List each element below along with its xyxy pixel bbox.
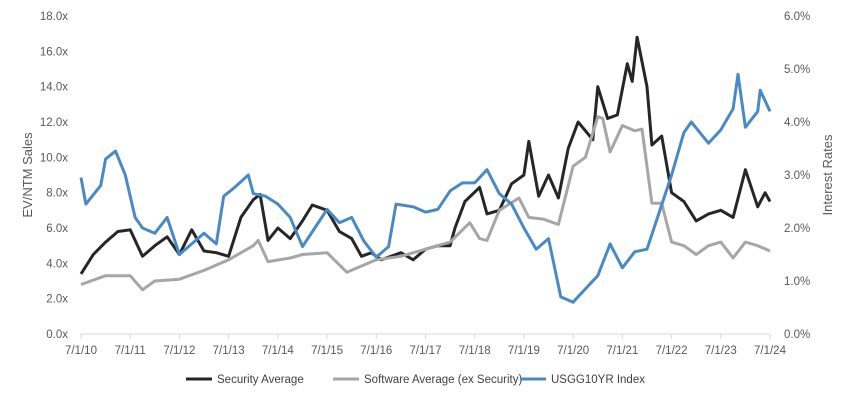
y-tick-label: 12.0x [40, 117, 68, 129]
y-axis-label: EV/NTM Sales [20, 132, 35, 218]
x-tick-label: 7/1/19 [508, 345, 540, 357]
y2-tick-label: 6.0% [784, 11, 810, 23]
legend-label: USGG10YR Index [551, 374, 645, 386]
legend-label: Security Average [217, 374, 304, 386]
x-tick-label: 7/1/15 [311, 345, 343, 357]
x-tick-label: 7/1/10 [65, 345, 97, 357]
x-axis: 7/1/10 7/1/11 7/1/12 7/1/13 7/1/14 7/1/15 7/1/… [65, 333, 787, 357]
y-tick-label: 6.0x [46, 223, 68, 235]
y2-tick-label: 5.0% [784, 64, 810, 76]
y2-tick-label: 1.0% [784, 276, 810, 288]
y2-tick-label: 4.0% [784, 117, 810, 129]
y2-axis-label: Interest Rates [820, 134, 835, 215]
x-tick-label: 7/1/12 [163, 345, 195, 357]
series-line-2 [79, 72, 772, 304]
x-tick-label: 7/1/17 [410, 345, 442, 357]
x-tick-label: 7/1/14 [262, 345, 295, 357]
y-tick-label: 4.0x [46, 258, 68, 270]
x-tick-label: 7/1/13 [213, 345, 245, 357]
x-tick-label: 7/1/22 [656, 345, 688, 357]
x-tick-label: 7/1/18 [459, 345, 491, 357]
x-tick-label: 7/1/20 [557, 345, 589, 357]
y-tick-label: 14.0x [40, 82, 68, 94]
series-line-1 [80, 115, 771, 292]
y-tick-label: 18.0x [40, 11, 68, 23]
y2-tick-label: 2.0% [784, 223, 810, 235]
x-tick-label: 7/1/16 [360, 345, 392, 357]
x-tick-label: 7/1/24 [754, 345, 787, 357]
y2-tick-label: 0.0% [784, 329, 810, 341]
y-tick-label: 8.0x [46, 188, 68, 200]
y2-tick-label: 3.0% [784, 170, 810, 182]
legend: Security Average Software Average (ex Sec… [186, 374, 645, 386]
y-tick-label: 16.0x [40, 46, 68, 58]
y-axis-left: 0.0x 2.0x 4.0x 6.0x 8.0x 10.0x 12.0x 14.0x 16.0x… [40, 11, 68, 341]
y-tick-label: 0.0x [46, 329, 68, 341]
series-lines [79, 35, 772, 304]
series-line-0 [79, 35, 772, 275]
x-tick-label: 7/1/23 [705, 345, 737, 357]
y-axis-right: 0.0% 1.0% 2.0% 3.0% 4.0% 5.0% 6.0% [784, 11, 810, 341]
y-tick-label: 2.0x [46, 294, 68, 306]
x-tick-label: 7/1/11 [115, 345, 146, 357]
x-tick-label: 7/1/21 [606, 345, 638, 357]
legend-label: Software Average (ex Security) [364, 374, 522, 386]
y-tick-label: 10.0x [40, 152, 68, 164]
